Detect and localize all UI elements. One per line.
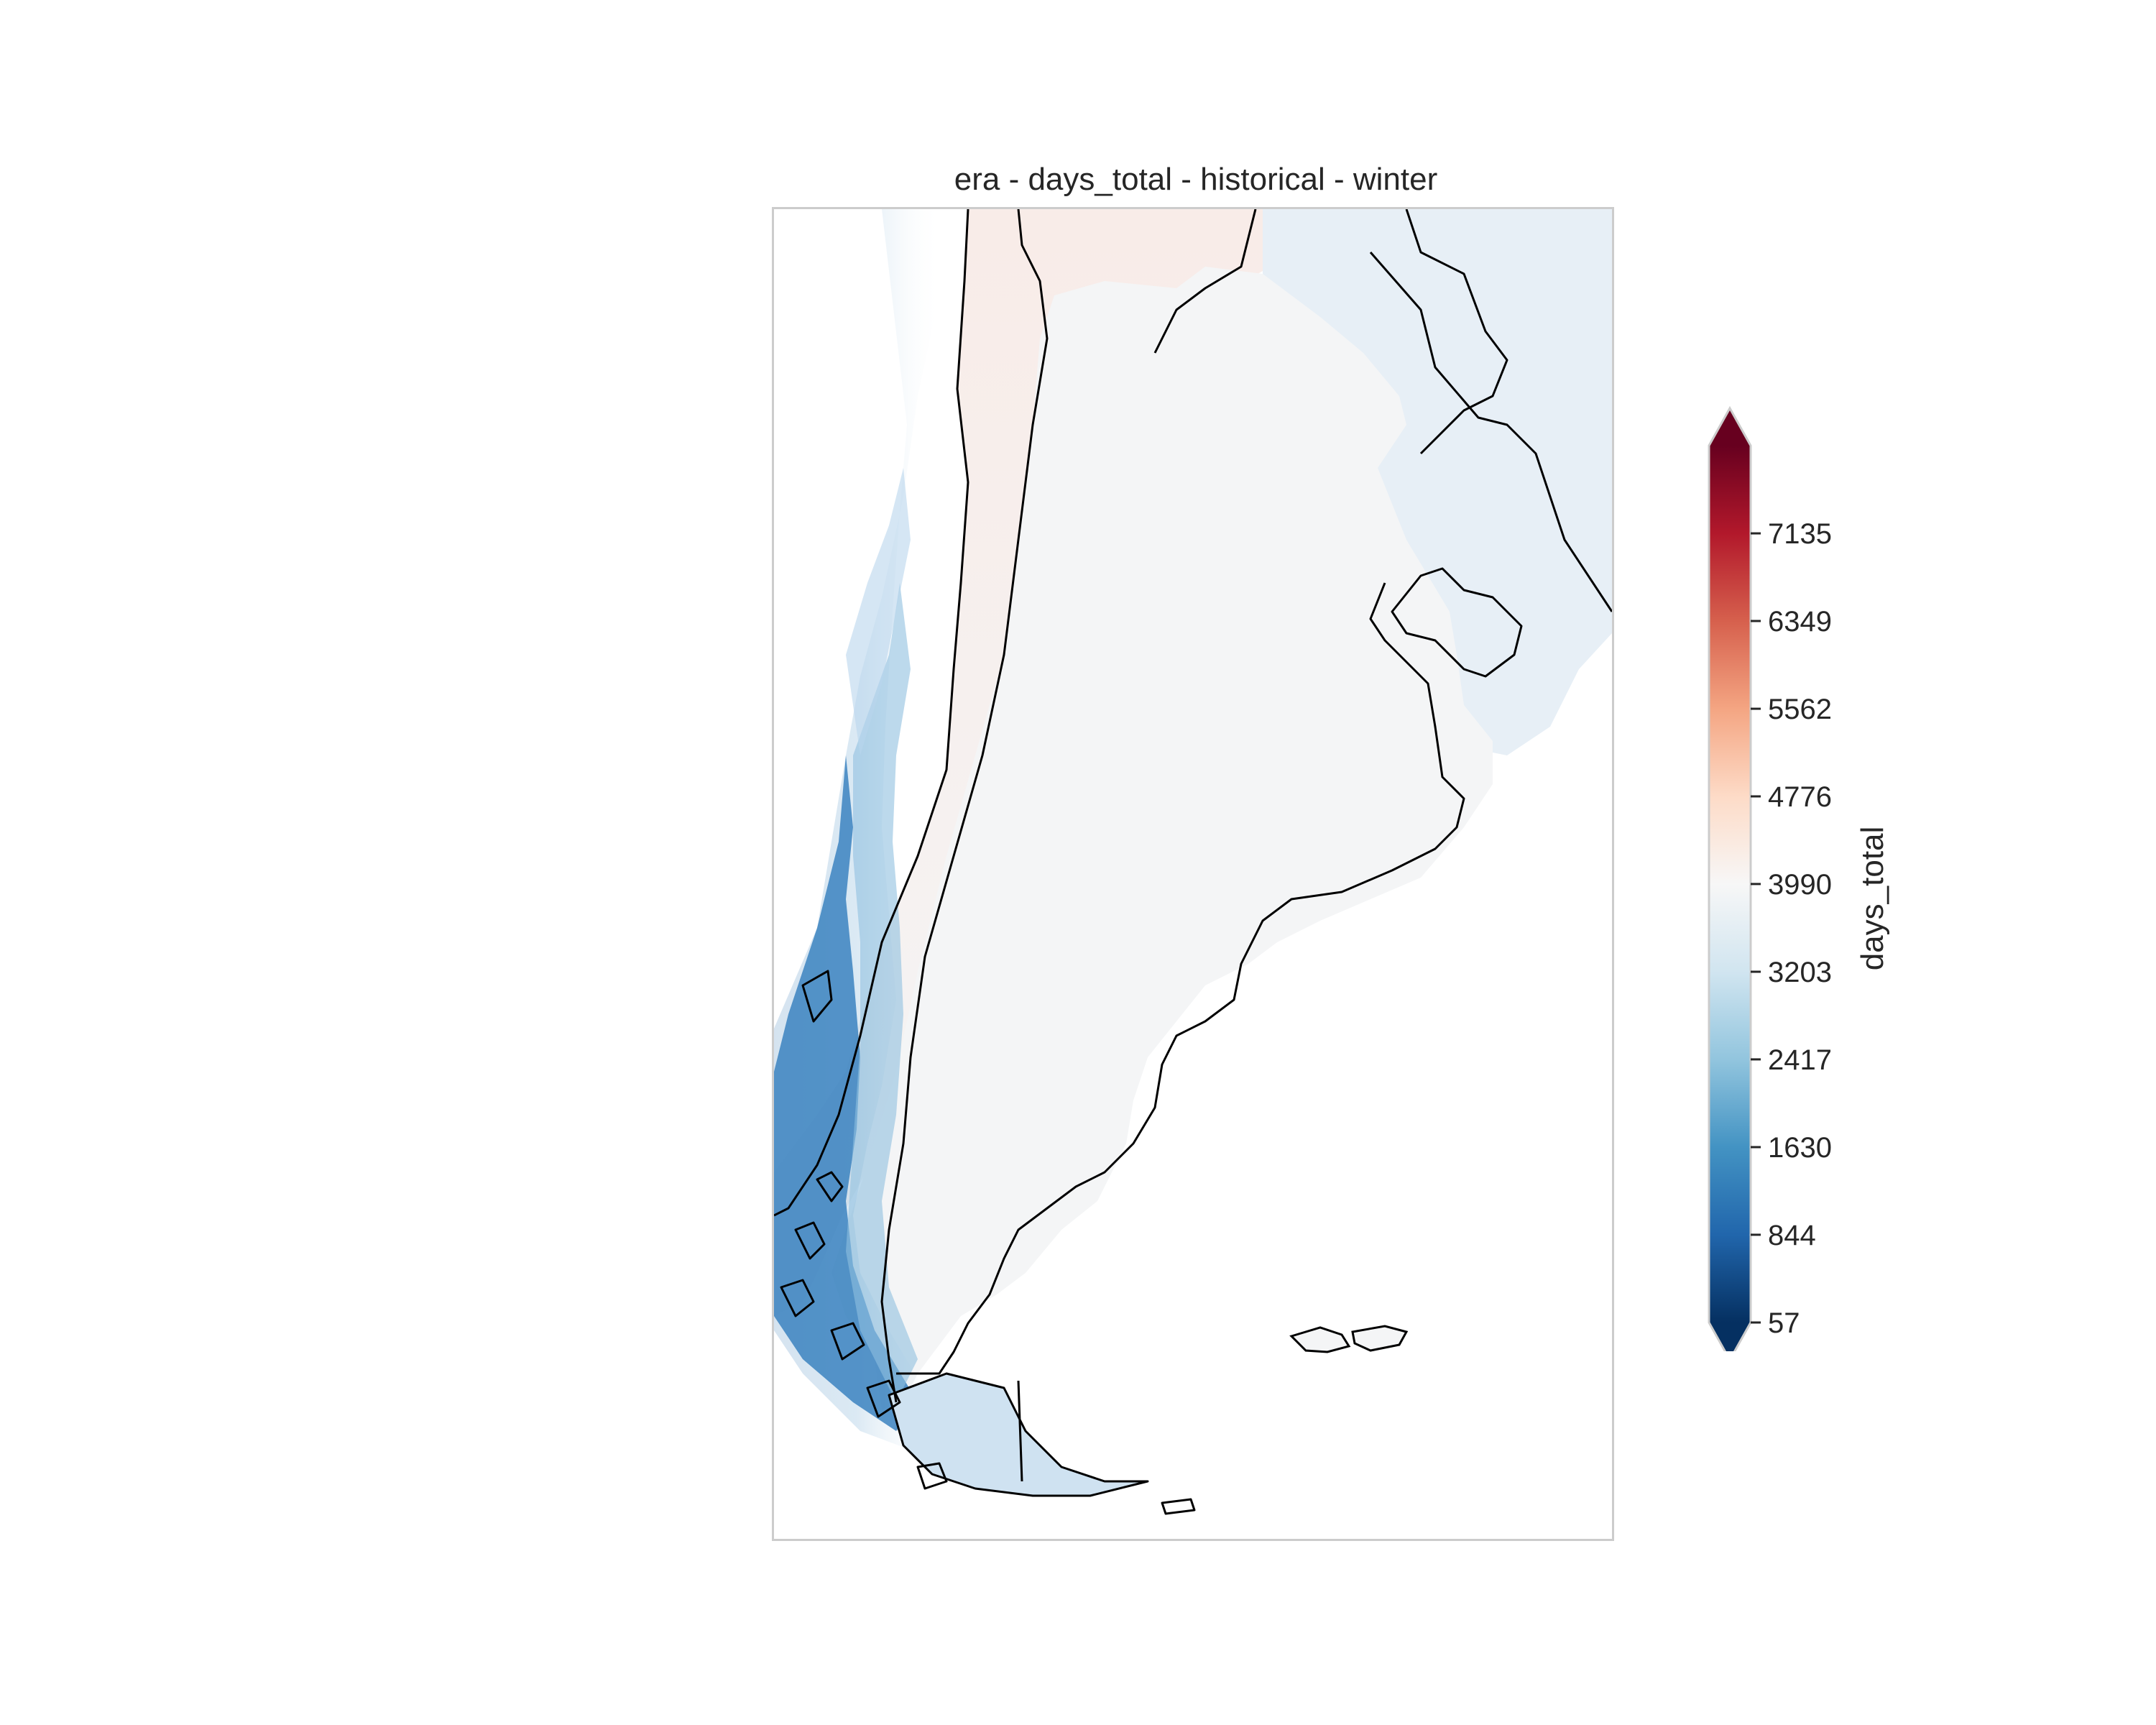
light-blue-strip: [846, 468, 911, 755]
colorbar-tick-label: 3990: [1768, 869, 1832, 901]
colorbar-extend-min: [1709, 1322, 1751, 1351]
map-title: era - days_total - historical - winter: [954, 162, 1438, 197]
low-value-fringe: [846, 583, 918, 1402]
colorbar-extend-max: [1709, 408, 1751, 446]
low-value-core: [774, 755, 918, 1431]
colorbar-tick-label: 7135: [1768, 518, 1832, 550]
coastlines: [774, 209, 1612, 1515]
colorbar-tick-label: 2417: [1768, 1044, 1832, 1076]
colorbar-tick-label: 4776: [1768, 781, 1832, 813]
colorbar-tick-label: 844: [1768, 1220, 1816, 1251]
colorbar-body: [1708, 405, 1752, 1351]
colorbar-ticks: 57 844 1630 2417 3203 3990 4776 5562 6349 7135: [1751, 518, 1832, 1339]
tierra-del-fuego: [889, 1374, 1148, 1496]
colorbar-tick-label: 3203: [1768, 957, 1832, 988]
colorbar-tick-label: 1630: [1768, 1132, 1832, 1164]
colorbar-tick-label: 6349: [1768, 606, 1832, 638]
colorbar: 57 844 1630 2417 3203 3990 4776 5562 6349 7135: [1708, 405, 1832, 1351]
map-canvas: [774, 209, 1612, 1515]
colorbar-tick-label: 5562: [1768, 694, 1832, 725]
colorbar-tick-label: 57: [1768, 1307, 1800, 1339]
land-argentina: [831, 267, 1493, 1409]
falkland-islands: [1289, 1325, 1409, 1353]
map-axes: [772, 207, 1614, 1541]
colorbar-gradient: [1709, 446, 1751, 1322]
colorbar-label: days_total: [1855, 826, 1890, 971]
colorbar-label-wrap: days_total: [1844, 791, 1902, 1006]
